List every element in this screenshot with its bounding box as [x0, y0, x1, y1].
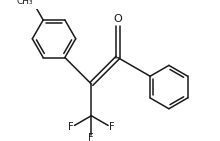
Text: F: F: [109, 122, 115, 132]
Text: F: F: [68, 122, 73, 132]
Text: O: O: [113, 14, 122, 24]
Text: CH₃: CH₃: [16, 0, 33, 6]
Text: F: F: [88, 133, 94, 141]
